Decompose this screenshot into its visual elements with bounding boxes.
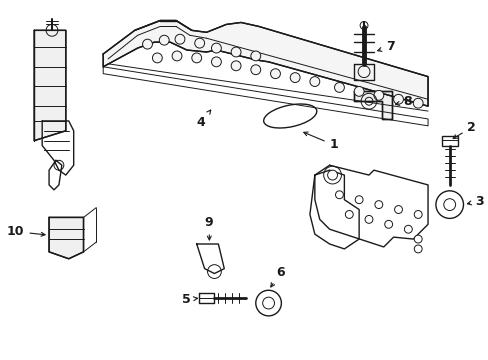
Circle shape xyxy=(231,61,241,71)
Circle shape xyxy=(250,51,260,61)
Text: 9: 9 xyxy=(204,216,213,240)
Circle shape xyxy=(191,53,201,63)
Circle shape xyxy=(413,235,421,243)
Text: 2: 2 xyxy=(452,121,475,139)
Circle shape xyxy=(172,51,182,61)
Circle shape xyxy=(175,34,184,44)
Circle shape xyxy=(404,225,411,233)
Circle shape xyxy=(211,57,221,67)
Text: 8: 8 xyxy=(395,95,411,108)
Circle shape xyxy=(270,69,280,78)
Circle shape xyxy=(159,35,169,45)
Text: 7: 7 xyxy=(377,40,394,53)
Circle shape xyxy=(194,38,204,48)
Text: 3: 3 xyxy=(467,195,483,208)
Circle shape xyxy=(152,53,162,63)
Circle shape xyxy=(413,211,421,219)
Circle shape xyxy=(290,73,300,82)
Circle shape xyxy=(384,220,392,228)
Text: 1: 1 xyxy=(303,132,338,152)
Circle shape xyxy=(374,201,382,208)
Text: 10: 10 xyxy=(7,225,45,238)
Polygon shape xyxy=(34,30,66,141)
Circle shape xyxy=(327,170,337,180)
Circle shape xyxy=(309,77,319,86)
Circle shape xyxy=(335,191,343,199)
Polygon shape xyxy=(49,217,83,259)
Circle shape xyxy=(334,82,344,93)
Circle shape xyxy=(211,43,221,53)
Circle shape xyxy=(354,196,362,204)
Circle shape xyxy=(353,86,364,96)
Circle shape xyxy=(365,215,372,223)
Polygon shape xyxy=(353,91,391,119)
Circle shape xyxy=(142,39,152,49)
Text: 6: 6 xyxy=(270,266,285,287)
Bar xyxy=(441,136,457,145)
Circle shape xyxy=(345,211,352,219)
Circle shape xyxy=(412,98,422,108)
Circle shape xyxy=(393,94,403,104)
Text: 5: 5 xyxy=(182,293,197,306)
Circle shape xyxy=(413,245,421,253)
Circle shape xyxy=(373,90,383,100)
Circle shape xyxy=(231,47,241,57)
Circle shape xyxy=(394,206,402,213)
Circle shape xyxy=(250,65,260,75)
Text: 4: 4 xyxy=(196,110,210,129)
Polygon shape xyxy=(103,21,427,106)
